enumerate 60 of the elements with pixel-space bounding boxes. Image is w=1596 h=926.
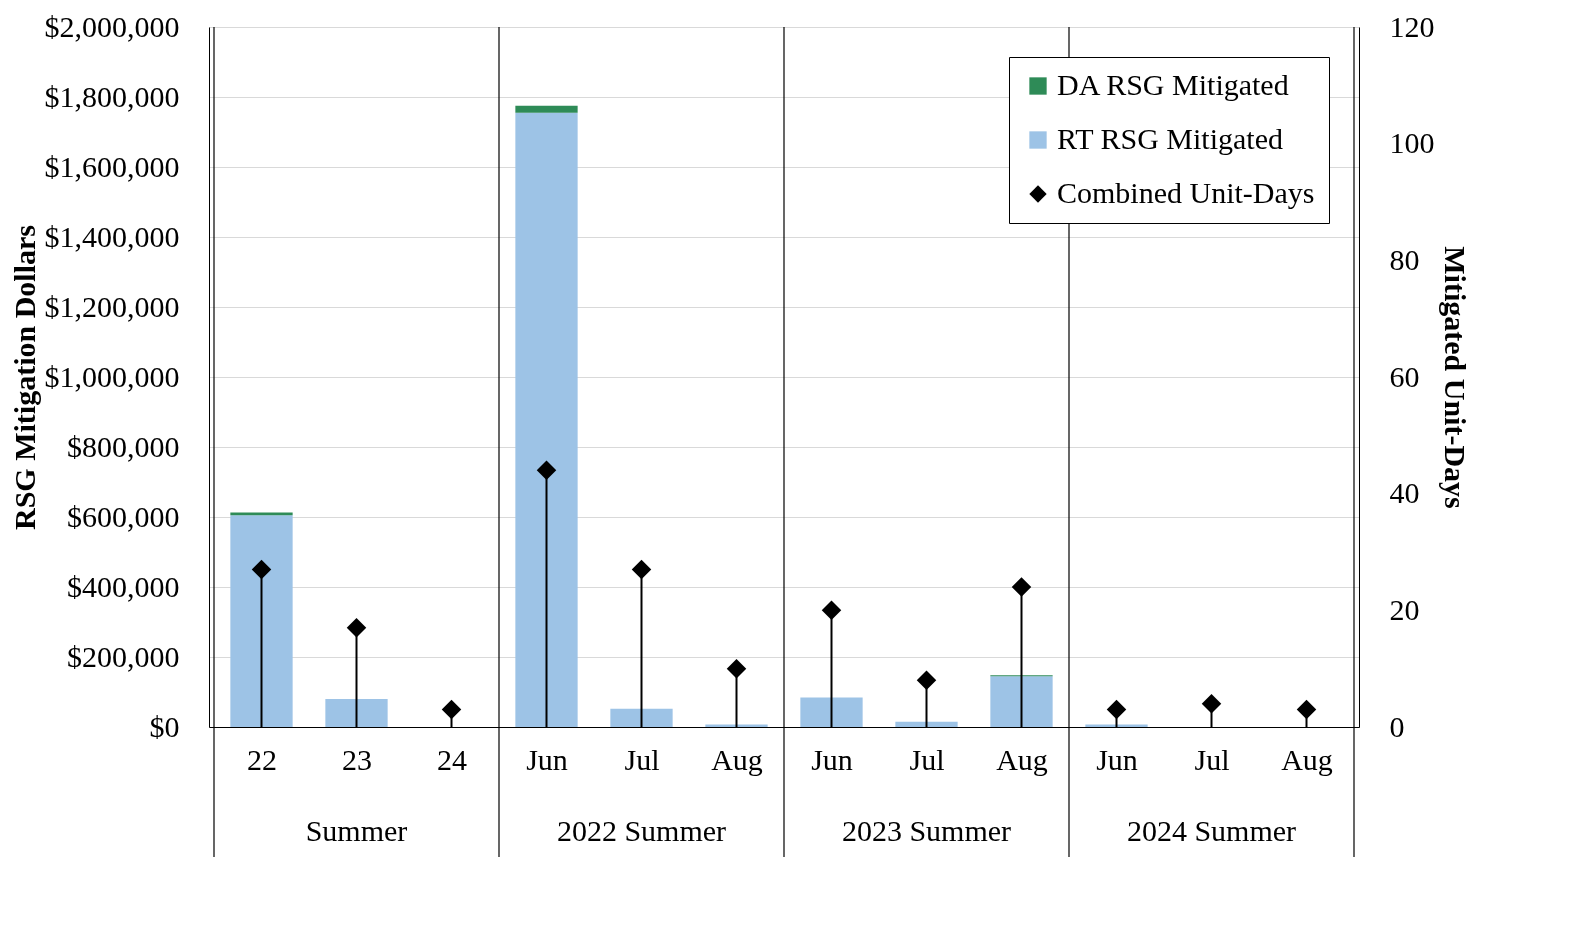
bar xyxy=(325,699,388,727)
point xyxy=(1011,577,1032,597)
y2-tick-label: 100 xyxy=(1389,126,1435,160)
y2-tick-label: 0 xyxy=(1389,709,1405,743)
y2-axis-title: Mitigated Unit-Days xyxy=(1438,246,1472,509)
x-tick-label: 23 xyxy=(342,742,372,776)
bar xyxy=(515,112,578,727)
bar xyxy=(990,676,1053,727)
x-tick-label: Jun xyxy=(526,742,568,776)
y-tick-label: $600,000 xyxy=(67,499,180,533)
x-tick-label: Jul xyxy=(1194,742,1230,776)
y-tick-label: $2,000,000 xyxy=(44,9,180,43)
point xyxy=(1106,699,1127,720)
y-tick-label: $200,000 xyxy=(67,639,180,673)
y-tick-label: $800,000 xyxy=(67,429,180,463)
point xyxy=(726,658,747,679)
legend-label: DA RSG Mitigated xyxy=(1057,68,1289,101)
y-tick-label: $1,200,000 xyxy=(44,289,180,323)
y2-tick-label: 120 xyxy=(1389,9,1435,43)
point xyxy=(916,670,937,691)
y2-tick-label: 20 xyxy=(1389,592,1420,626)
text: 2022 Summer xyxy=(556,814,727,847)
bar xyxy=(230,515,293,727)
y-tick-label: $1,400,000 xyxy=(44,219,180,253)
y-tick-label: $1,600,000 xyxy=(44,149,180,183)
text: 2023 Summer xyxy=(841,814,1012,847)
text: 2024 Summer xyxy=(1126,814,1297,847)
x-tick-label: Jun xyxy=(811,742,853,776)
x-tick-label: Jul xyxy=(624,742,660,776)
y2-tick-label: 60 xyxy=(1389,359,1420,393)
bar xyxy=(895,721,958,727)
point xyxy=(346,618,367,638)
bar xyxy=(800,697,863,727)
point xyxy=(631,559,652,580)
x-tick-label: 22 xyxy=(247,742,277,776)
bar xyxy=(610,708,673,727)
point xyxy=(1296,699,1317,720)
y-tick-label: $1,000,000 xyxy=(44,359,180,393)
bar xyxy=(230,512,293,516)
x-tick-label: Jul xyxy=(909,742,945,776)
point xyxy=(441,699,462,720)
text: Summer xyxy=(305,814,408,847)
point xyxy=(821,600,842,621)
point xyxy=(1201,693,1222,714)
y2-tick-label: 40 xyxy=(1389,476,1420,510)
y2-tick-label: 80 xyxy=(1389,242,1420,276)
x-tick-label: 24 xyxy=(437,742,467,776)
x-tick-label: Jun xyxy=(1096,742,1138,776)
y-tick-label: $400,000 xyxy=(67,569,180,603)
x-tick-label: Aug xyxy=(1281,742,1333,776)
x-tick-label: Aug xyxy=(711,742,763,776)
x-tick-label: Aug xyxy=(996,742,1048,776)
point xyxy=(251,559,272,580)
y-tick-label: $1,800,000 xyxy=(44,79,180,113)
legend-label: RT RSG Mitigated xyxy=(1057,122,1283,155)
bar xyxy=(515,105,578,113)
legend-label: Combined Unit-Days xyxy=(1057,176,1315,209)
y-tick-label: $0 xyxy=(149,709,180,743)
point xyxy=(536,460,557,481)
y-axis-title: RSG Mitigation Dollars xyxy=(7,225,41,530)
